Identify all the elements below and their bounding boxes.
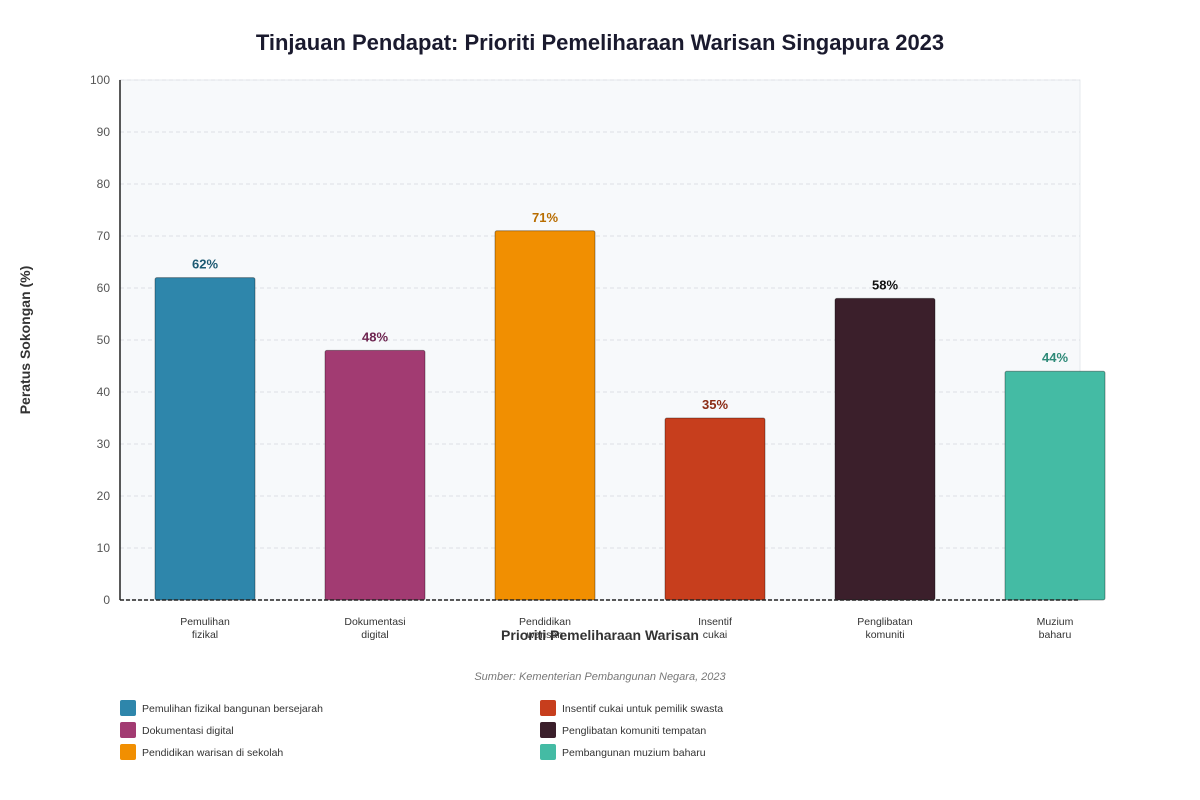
legend-label: Insentif cukai untuk pemilik swasta <box>562 703 723 715</box>
value-label: 48% <box>362 329 388 344</box>
legend-swatch <box>120 700 136 716</box>
y-axis-ticks: 0 10 20 30 40 50 60 70 80 90 100 <box>90 73 110 607</box>
y-tick-label: 70 <box>97 229 111 243</box>
y-tick-label: 100 <box>90 73 110 87</box>
value-labels: 62% 48% 71% 35% 58% 44% <box>192 210 1068 412</box>
bar <box>664 417 766 601</box>
source-note: Sumber: Kementerian Pembangunan Negara, … <box>474 671 726 683</box>
legend-swatch <box>540 722 556 738</box>
x-tick-label: Insentif <box>698 616 732 628</box>
value-label: 62% <box>192 257 218 272</box>
bar <box>324 349 426 601</box>
x-tick-label: Penglibatan <box>857 616 913 628</box>
x-tick-label: komuniti <box>865 629 904 641</box>
x-tick-label: fizikal <box>192 629 218 641</box>
y-tick-label: 0 <box>103 593 110 607</box>
legend-swatch <box>120 722 136 738</box>
legend: Pemulihan fizikal bangunan bersejarah Dok… <box>120 700 723 760</box>
bar <box>834 297 936 601</box>
x-tick-label: Pendidikan <box>519 616 571 628</box>
y-tick-label: 20 <box>97 489 111 503</box>
legend-swatch <box>540 744 556 760</box>
x-tick-label: warisan <box>526 629 563 641</box>
bar <box>154 277 256 601</box>
y-tick-label: 30 <box>97 437 111 451</box>
value-label: 35% <box>702 397 728 412</box>
legend-label: Dokumentasi digital <box>142 725 234 737</box>
x-tick-label: cukai <box>703 629 728 641</box>
y-tick-label: 10 <box>97 541 111 555</box>
x-axis-title: Prioriti Pemeliharaan Warisan <box>501 627 699 643</box>
legend-label: Penglibatan komuniti tempatan <box>562 725 706 737</box>
y-axis-title: Peratus Sokongan (%) <box>17 266 33 415</box>
bar <box>494 230 596 601</box>
y-tick-label: 40 <box>97 385 111 399</box>
chart-title: Tinjauan Pendapat: Prioriti Pemeliharaan… <box>256 30 944 55</box>
y-tick-label: 60 <box>97 281 111 295</box>
value-label: 58% <box>872 277 898 292</box>
y-tick-label: 90 <box>97 125 111 139</box>
value-label: 44% <box>1042 350 1068 365</box>
y-tick-label: 50 <box>97 333 111 347</box>
x-tick-label: digital <box>361 629 388 641</box>
value-label: 71% <box>532 210 558 225</box>
legend-swatch <box>120 744 136 760</box>
x-tick-label: Muzium <box>1037 616 1074 628</box>
x-tick-label: Dokumentasi <box>344 616 405 628</box>
legend-swatch <box>540 700 556 716</box>
bar <box>1004 370 1106 601</box>
x-tick-label: Pemulihan <box>180 616 230 628</box>
y-tick-label: 80 <box>97 177 111 191</box>
legend-label: Pendidikan warisan di sekolah <box>142 747 283 759</box>
legend-label: Pemulihan fizikal bangunan bersejarah <box>142 703 323 715</box>
x-tick-label: baharu <box>1039 629 1072 641</box>
legend-label: Pembangunan muzium baharu <box>562 747 706 759</box>
